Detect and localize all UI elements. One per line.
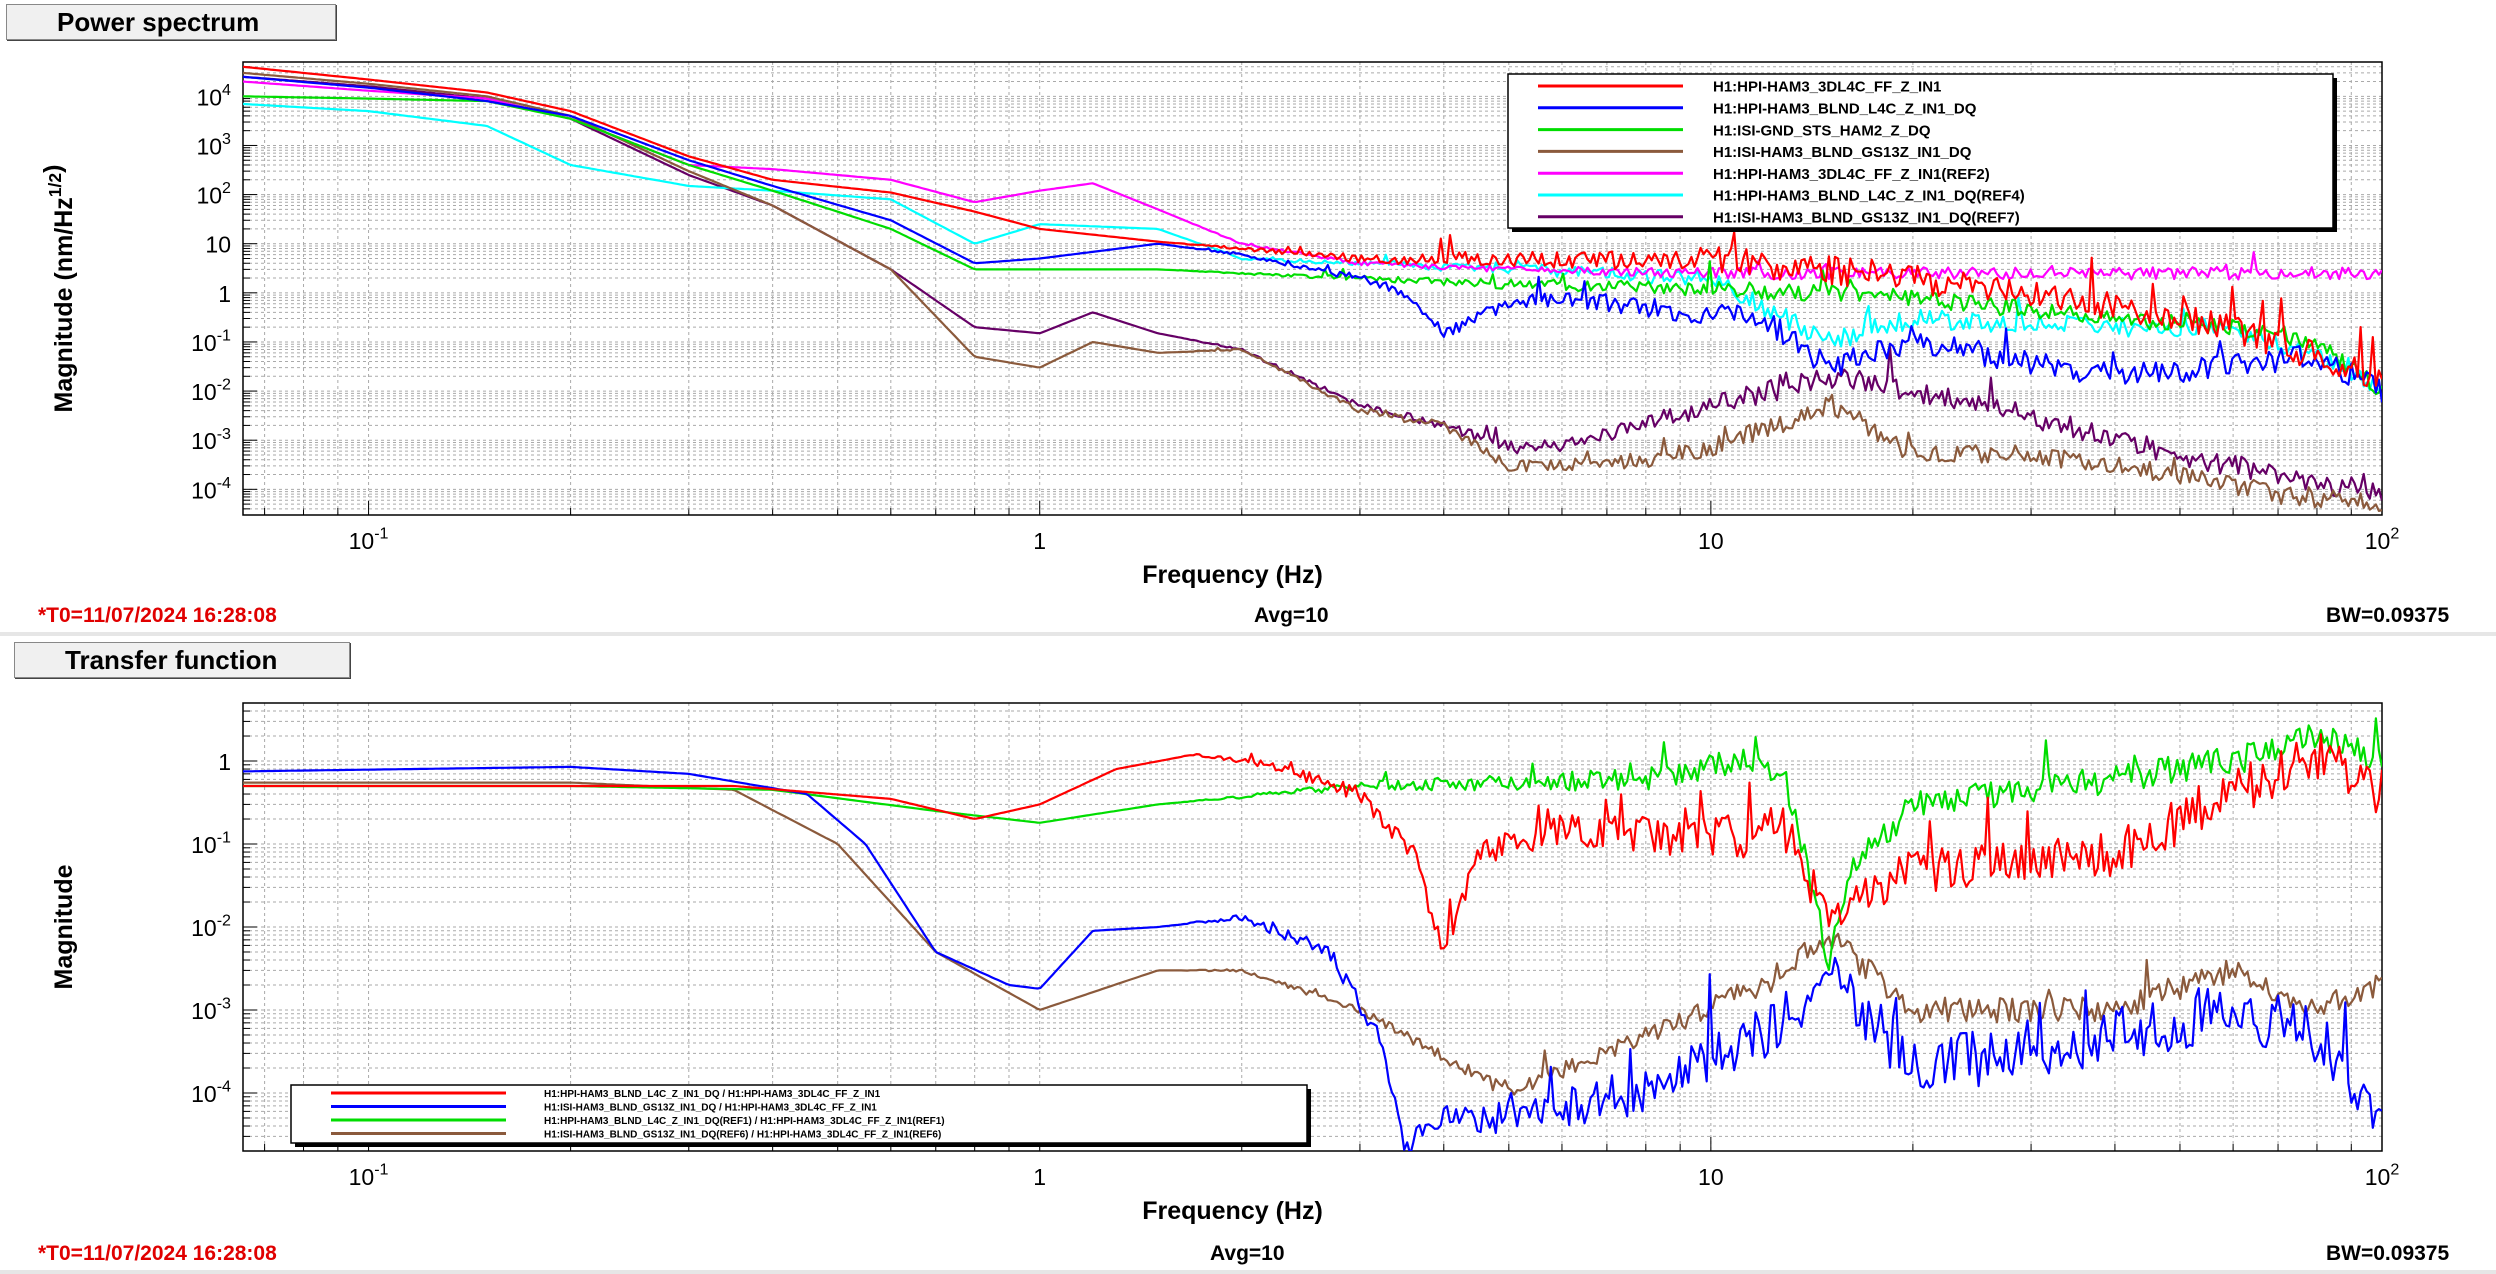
x-tick-label: 10 [1698,1164,1724,1190]
y-tick-label: 103 [196,130,231,159]
series-group [243,65,2382,512]
transfer-function-chart: 10-1 1 10 102 1 10-1 10-2 10-3 10-4 Frequency (Hz… [50,702,2400,1225]
y-tick-label: 104 [196,81,231,110]
x-tick-label: 10-1 [349,1161,389,1190]
y-tick-label: 10-3 [191,995,231,1024]
series-line [243,95,2382,396]
plot-frame [242,61,2383,516]
legend-entry: H1:HPI-HAM3_3DL4C_FF_Z_IN1 [1713,79,1941,96]
t0-label: *T0=11/07/2024 16:28:08 [38,604,277,627]
x-tick-label: 1 [1033,528,1046,554]
legend-entry: H1:ISI-HAM3_BLND_GS13Z_IN1_DQ(REF6) / H1… [544,1129,941,1140]
y-tick-label: 10-4 [191,1078,231,1107]
legend-entry: H1:ISI-HAM3_BLND_GS13Z_IN1_DQ / H1:HPI-H… [544,1102,877,1113]
x-tick-label: 10 [1698,528,1724,554]
legend-entry: H1:ISI-GND_STS_HAM2_Z_DQ [1713,122,1931,139]
series-line [243,75,2382,403]
series-line [243,765,2382,1151]
legend: H1:HPI-HAM3_BLND_L4C_Z_IN1_DQ / H1:HPI-H… [290,1084,1311,1147]
series-group [243,717,2382,1151]
legend: H1:HPI-HAM3_3DL4C_FF_Z_IN1 H1:HPI-HAM3_BL… [1507,73,2337,232]
legend-entry: H1:HPI-HAM3_BLND_L4C_Z_IN1_DQ [1713,101,1977,118]
avg-label: Avg=10 [1210,1242,1285,1265]
t0-label: *T0=11/07/2024 16:28:08 [38,1242,277,1265]
series-line [243,781,2382,1096]
y-tick-label: 10-1 [191,829,231,858]
y-tick-label: 10-3 [191,425,231,454]
legend-entry: H1:ISI-HAM3_BLND_GS13Z_IN1_DQ(REF7) [1713,210,2020,227]
power-spectrum-chart: 10-1 1 10 10210410310210110-110-210-310-4Fr… [39,61,2400,589]
x-axis-label: Frequency (Hz) [1142,561,1323,589]
x-tick-label: 102 [2365,1161,2400,1190]
avg-label: Avg=10 [1254,604,1329,627]
panel-separator [0,632,2496,636]
panel-title-transfer-function[interactable]: Transfer function [14,642,350,678]
legend-entry: H1:HPI-HAM3_3DL4C_FF_Z_IN1(REF2) [1713,166,1990,183]
legend-entry: H1:HPI-HAM3_BLND_L4C_Z_IN1_DQ(REF1) / H1… [544,1116,945,1127]
series-line [243,75,2382,501]
grid [243,702,2383,1152]
y-tick-label: 1 [218,749,231,775]
x-tick-label: 10-1 [349,525,389,554]
x-axis-label: Frequency (Hz) [1142,1197,1323,1225]
legend-entry: H1:ISI-HAM3_BLND_GS13Z_IN1_DQ [1713,144,1972,161]
plot-frame [242,702,2383,1152]
x-tick-label: 102 [2365,525,2400,554]
legend-entry: H1:HPI-HAM3_BLND_L4C_Z_IN1_DQ(REF4) [1713,188,2025,205]
legend-entry: H1:HPI-HAM3_BLND_L4C_Z_IN1_DQ / H1:HPI-H… [544,1089,881,1100]
bw-label: BW=0.09375 [2326,1242,2450,1265]
y-tick-label: 102 [196,179,231,208]
series-line [243,65,2382,388]
y-tick-label: 10-1 [191,327,231,356]
panel-title-power-spectrum[interactable]: Power spectrum [6,4,336,40]
x-tick-label: 1 [1033,1164,1046,1190]
y-tick-label: 10 [205,232,231,258]
bw-label: BW=0.09375 [2326,604,2450,627]
y-tick-label: 1 [218,281,231,307]
series-line [243,733,2382,950]
y-axis-label: Magnitude [50,864,78,989]
y-tick-label: 10-2 [191,912,231,941]
bottom-edge [0,1270,2496,1274]
y-axis-label: Magnitude (nm/Hz1/2) [39,165,78,413]
series-line [243,102,2382,392]
y-tick-label: 10-4 [191,474,231,503]
y-tick-label: 10-2 [191,376,231,405]
